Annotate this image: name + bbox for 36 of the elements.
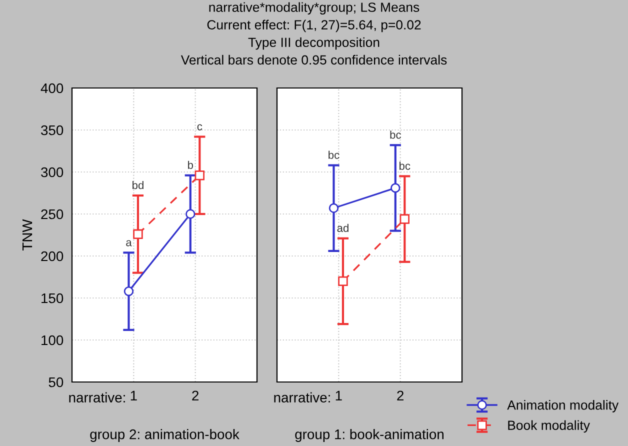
annotation: c	[197, 124, 202, 130]
y-tick-label: 50	[48, 377, 64, 388]
point	[390, 183, 400, 193]
x-tick-label: 1	[336, 390, 342, 400]
x-tick-label: 2	[397, 390, 404, 400]
x-tick-label: 1	[130, 390, 137, 400]
point	[124, 286, 134, 296]
point	[328, 203, 339, 213]
annotation: ad	[337, 224, 348, 232]
y-tick-label: 300	[41, 167, 64, 178]
annotation: bd	[132, 180, 144, 190]
point	[194, 170, 205, 180]
y-tick-label: 350	[41, 125, 64, 136]
y-axis-title: TNW	[22, 219, 32, 250]
legend-label: Animation modality	[507, 400, 619, 412]
point	[133, 229, 143, 240]
annotation: b	[188, 160, 194, 169]
annotation: bc	[328, 150, 340, 159]
point	[186, 209, 196, 219]
legend-label: Book modality	[508, 420, 590, 433]
y-tick-label: 250	[41, 209, 64, 220]
annotation: bc	[390, 130, 401, 139]
text: group 2: animation-book	[90, 429, 240, 442]
annotation: a	[126, 240, 132, 246]
y-tick-label: 100	[42, 335, 64, 346]
y-tick-label: 150	[42, 293, 64, 304]
text: group 1: book-animation	[295, 429, 444, 442]
x-tick-label: 2	[192, 390, 198, 400]
point	[338, 276, 348, 286]
y-tick-label: 400	[40, 83, 64, 94]
x-axis-title: narrative:	[69, 392, 125, 402]
point	[400, 214, 410, 224]
text: narrative*modality*group; LS Means Current effect: F(1, 27)=5.64, p=0.02 Type III decomposition Vertical bars denote 0.95 confidence intervals	[180, 2, 447, 65]
x-axis-title: narrative:	[274, 392, 330, 402]
annotation: bc	[400, 162, 410, 170]
y-tick-label: 200	[41, 251, 64, 262]
